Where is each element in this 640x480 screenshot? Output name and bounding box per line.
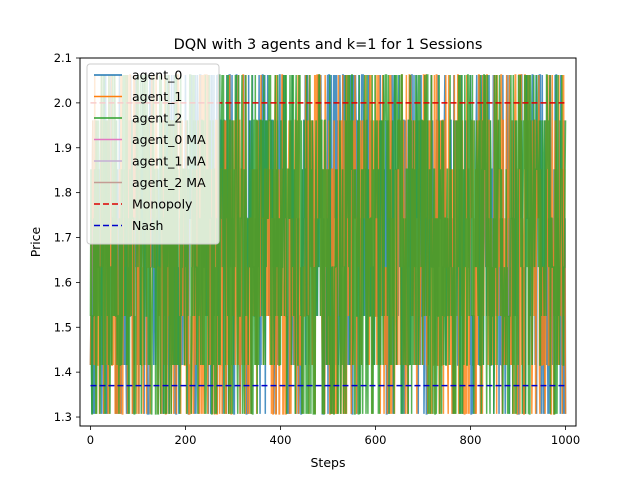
x-tick-label: 0	[87, 433, 94, 447]
legend-label: agent_1 MA	[132, 154, 206, 169]
x-tick-label: 1000	[551, 433, 580, 447]
legend-label: agent_2	[132, 111, 182, 126]
y-tick-label: 2.1	[54, 51, 72, 65]
x-tick-label: 600	[365, 433, 387, 447]
y-tick-label: 1.8	[54, 186, 72, 200]
legend-label: agent_0	[132, 68, 182, 83]
chart-title: DQN with 3 agents and k=1 for 1 Sessions	[174, 37, 483, 53]
x-axis: 0 200 400 600 800 1000	[87, 426, 580, 447]
x-tick-label: 200	[174, 433, 196, 447]
legend-label: Monopoly	[132, 197, 193, 212]
y-tick-label: 1.9	[54, 141, 72, 155]
series-line-agent_2	[89, 74, 567, 415]
y-tick-label: 1.7	[54, 231, 72, 245]
x-axis-label: Steps	[311, 455, 346, 470]
y-tick-label: 1.3	[54, 410, 72, 424]
x-tick-label: 400	[270, 433, 292, 447]
y-tick-label: 1.5	[54, 320, 72, 334]
y-tick-label: 1.6	[54, 275, 72, 289]
legend-label: agent_1	[132, 89, 182, 104]
legend-label: agent_0 MA	[132, 132, 206, 147]
x-tick-label: 800	[460, 433, 482, 447]
legend-label: agent_2 MA	[132, 175, 206, 190]
axes-frame	[79, 57, 577, 427]
y-tick-label: 1.4	[54, 365, 72, 379]
y-axis-label: Price	[28, 226, 43, 257]
legend: agent_0 agent_1 agent_2 agent_0 MA agent_1 M…	[86, 63, 220, 245]
legend-box	[86, 63, 220, 245]
legend-label: Nash	[132, 218, 163, 233]
y-axis: 1.3 1.4 1.5 1.6 1.7 1.8 1.9 2.0 2.1	[54, 51, 80, 424]
y-tick-label: 2.0	[54, 96, 72, 110]
